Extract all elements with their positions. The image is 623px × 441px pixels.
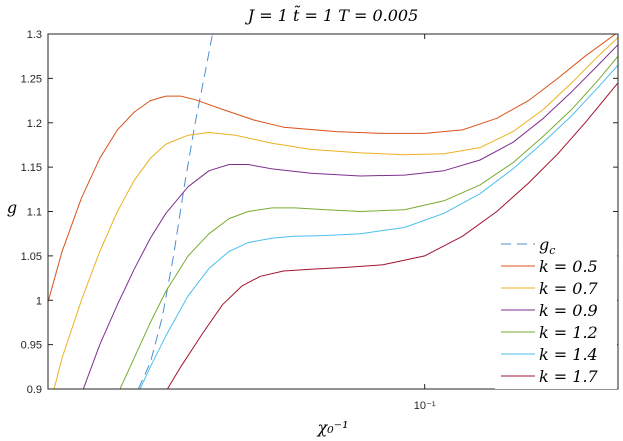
legend-label: k = 0.7 <box>539 279 599 298</box>
y-tick-label: 1.1 <box>27 207 42 219</box>
legend-label: gc <box>539 235 555 257</box>
plot-frame <box>47 33 619 390</box>
x-tick-label: 10⁻¹ <box>414 400 436 412</box>
series-line <box>82 44 618 389</box>
series-line <box>139 64 618 389</box>
series-line <box>119 55 618 389</box>
chart-title: J = 1 t̃ = 1 T = 0.005 <box>245 5 419 25</box>
y-tick-label: 1 <box>36 295 42 307</box>
series-line <box>53 37 618 389</box>
y-tick-label: 1.25 <box>21 73 42 85</box>
legend-label: k = 1.4 <box>539 345 598 364</box>
legend-label: k = 0.5 <box>539 257 598 276</box>
y-tick-label: 1.3 <box>27 29 42 41</box>
y-tick-label: 1.2 <box>27 118 42 130</box>
legend-label: k = 1.2 <box>539 323 598 342</box>
legend: gck = 0.5 k = 0.7 k = 0.9 k = 1.2 k = 1.4 k =… <box>495 231 617 389</box>
series-line <box>166 82 618 389</box>
axis-layer: 0.9 0.95 1 1.05 1.1 1.15 1.2 1.25 1.3 10⁻¹ <box>21 29 618 412</box>
y-tick-label: 0.9 <box>27 384 42 396</box>
series-line <box>137 34 213 389</box>
series-line <box>48 34 617 303</box>
legend-label: k = 1.7 <box>539 367 599 386</box>
y-axis-label: g <box>7 198 17 217</box>
y-tick-label: 1.05 <box>21 251 42 263</box>
y-tick-label: 0.95 <box>21 340 42 352</box>
x-axis-label: χ₀⁻¹ <box>317 418 349 437</box>
series-layer <box>48 34 618 389</box>
legend-label: k = 0.9 <box>539 301 598 320</box>
y-tick-label: 1.15 <box>21 162 42 174</box>
